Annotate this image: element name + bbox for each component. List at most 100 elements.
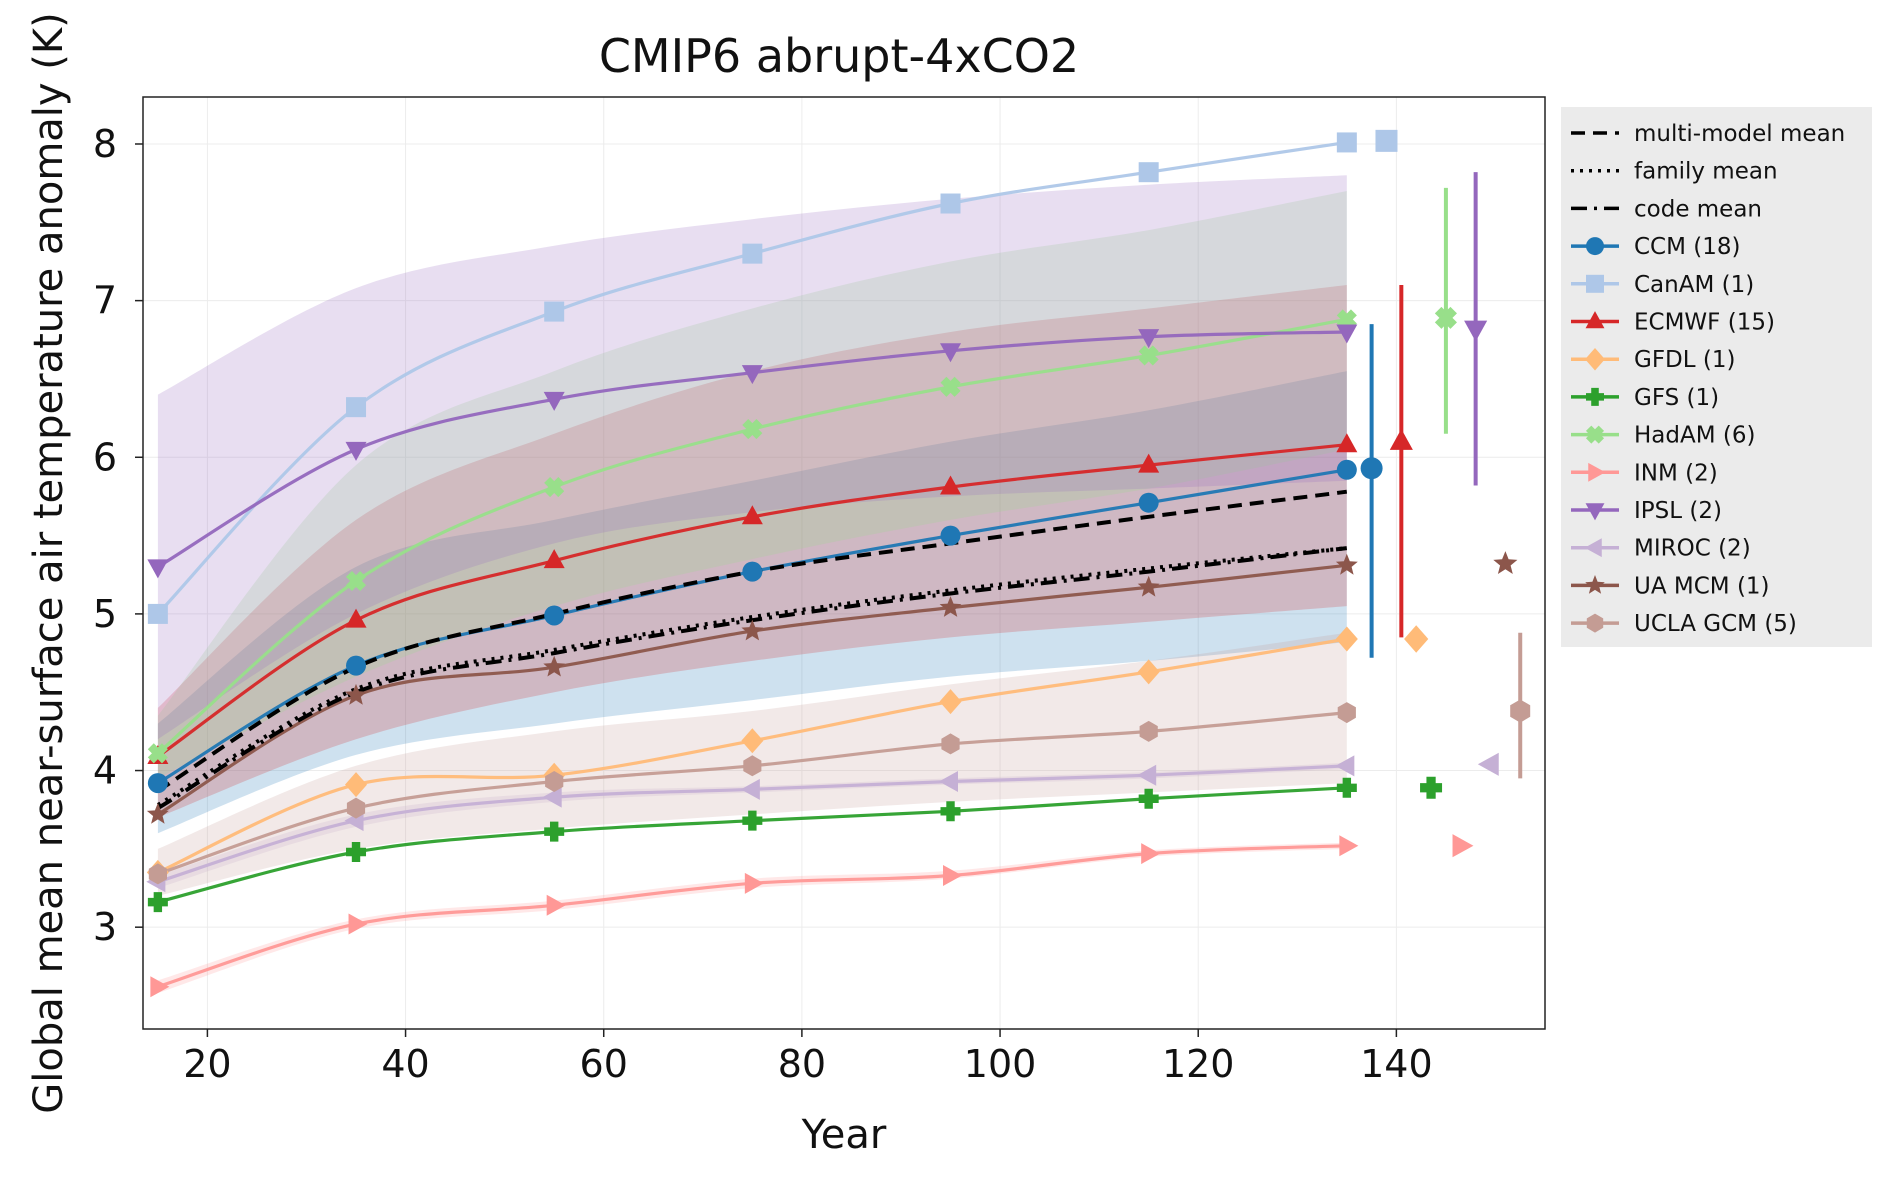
legend-marker-ccm: [1586, 237, 1604, 256]
point-ucla-gcm: [743, 755, 762, 777]
y-tick-label: 4: [93, 749, 117, 793]
point-gfs: [1138, 788, 1159, 809]
legend-background: [1561, 107, 1872, 647]
final-ua-mcm: [1493, 551, 1518, 574]
point-ua-mcm: [543, 655, 566, 677]
legend-marker-gfs: [1586, 387, 1604, 406]
legend-marker-ipsl: [1585, 503, 1605, 521]
point-ua-mcm: [741, 619, 764, 641]
grid: [143, 97, 1545, 1029]
x-tick-label: 40: [381, 1042, 429, 1086]
final-canam: [1375, 129, 1398, 152]
point-miroc: [1335, 755, 1355, 777]
legend-marker-inm: [1588, 462, 1606, 482]
point-canam: [346, 397, 367, 418]
point-ua-mcm: [1335, 553, 1358, 575]
legend-label: HadAM (6): [1634, 423, 1755, 449]
final-ipsl: [1464, 320, 1488, 342]
plot-background: [143, 97, 1545, 1029]
legend-marker-ecmwf: [1585, 311, 1605, 329]
point-ipsl: [940, 343, 962, 363]
series-markers: [146, 132, 1359, 998]
point-ipsl: [147, 559, 169, 579]
point-miroc: [740, 778, 760, 800]
point-gfdl: [1137, 659, 1160, 685]
final-hadam: [1434, 306, 1457, 329]
legend-label: code mean: [1634, 196, 1762, 222]
point-gfdl: [345, 772, 368, 798]
point-ipsl: [543, 391, 565, 411]
point-canam: [940, 193, 961, 214]
y-axis-title: Global mean near-surface air temperature…: [26, 12, 72, 1113]
final-inm: [1452, 834, 1474, 858]
point-ccm: [1336, 459, 1357, 480]
point-miroc: [939, 771, 959, 793]
point-inm: [1339, 835, 1359, 857]
point-hadam: [940, 376, 961, 397]
y-tick-label: 3: [93, 905, 117, 949]
point-gfs: [544, 821, 565, 842]
point-gfs: [1336, 777, 1357, 798]
plot-frame: [142, 96, 1546, 1030]
point-ccm: [742, 561, 763, 582]
point-ecmwf: [345, 608, 367, 628]
x-tick-label: 120: [1162, 1042, 1235, 1086]
x-tick-label: 100: [964, 1042, 1037, 1086]
point-hadam: [1336, 309, 1357, 330]
point-hadam: [345, 570, 367, 592]
point-inm: [744, 872, 764, 894]
point-gfdl: [939, 689, 962, 715]
point-ecmwf: [1336, 433, 1358, 453]
x-tick-label: 140: [1360, 1042, 1433, 1086]
final-gfs: [1420, 776, 1443, 799]
final-ucla-gcm: [1510, 699, 1531, 723]
legend-label: INM (2): [1634, 460, 1718, 486]
legend: multi-model mean family mean code mean CCM …: [1561, 107, 1872, 647]
point-ipsl: [741, 365, 763, 385]
legend-label: UA MCM (1): [1634, 573, 1770, 599]
legend-label: multi-model mean: [1634, 121, 1845, 147]
chart-title: CMIP6 abrupt-4xCO2: [599, 29, 1079, 83]
y-tick-label: 5: [93, 592, 117, 636]
legend-label: GFDL (1): [1634, 347, 1735, 373]
legend-marker-gfdl: [1585, 347, 1605, 371]
point-hadam: [544, 476, 565, 498]
final-ccm: [1360, 457, 1383, 480]
point-ua-mcm: [939, 596, 962, 617]
point-hadam: [147, 743, 168, 764]
final-gfdl: [1404, 625, 1429, 653]
point-ipsl: [1138, 329, 1160, 349]
y-tick-label: 7: [93, 279, 117, 323]
legend-label: CCM (18): [1634, 234, 1741, 260]
point-ccm: [147, 773, 168, 794]
point-ipsl: [1336, 324, 1358, 344]
point-inm: [348, 913, 368, 935]
point-inm: [150, 976, 170, 998]
point-ucla-gcm: [941, 733, 960, 755]
x-tick-label: 20: [183, 1042, 231, 1086]
point-ua-mcm: [345, 683, 367, 705]
point-inm: [546, 894, 566, 916]
y-tick-label: 8: [93, 122, 117, 166]
x-axis-title: Year: [801, 1112, 887, 1158]
point-ucla-gcm: [148, 863, 167, 885]
point-ucla-gcm: [1337, 702, 1356, 724]
legend-marker-canam: [1586, 274, 1604, 293]
final-ecmwf: [1389, 428, 1413, 450]
x-tick-label: 60: [580, 1042, 628, 1086]
point-ecmwf: [741, 505, 763, 525]
point-inm: [1141, 843, 1161, 865]
point-canam: [1336, 132, 1357, 153]
point-canam: [1138, 162, 1159, 183]
point-hadam: [1138, 345, 1159, 366]
legend-label: family mean: [1634, 159, 1778, 185]
legend-label: GFS (1): [1634, 385, 1719, 411]
band-hadam: [157, 191, 1347, 779]
point-ucla-gcm: [545, 771, 564, 792]
point-gfdl: [741, 728, 764, 754]
point-hadam: [742, 419, 763, 440]
point-gfs: [940, 801, 961, 822]
x-tick-label: 80: [778, 1042, 826, 1086]
point-inm: [943, 864, 963, 886]
